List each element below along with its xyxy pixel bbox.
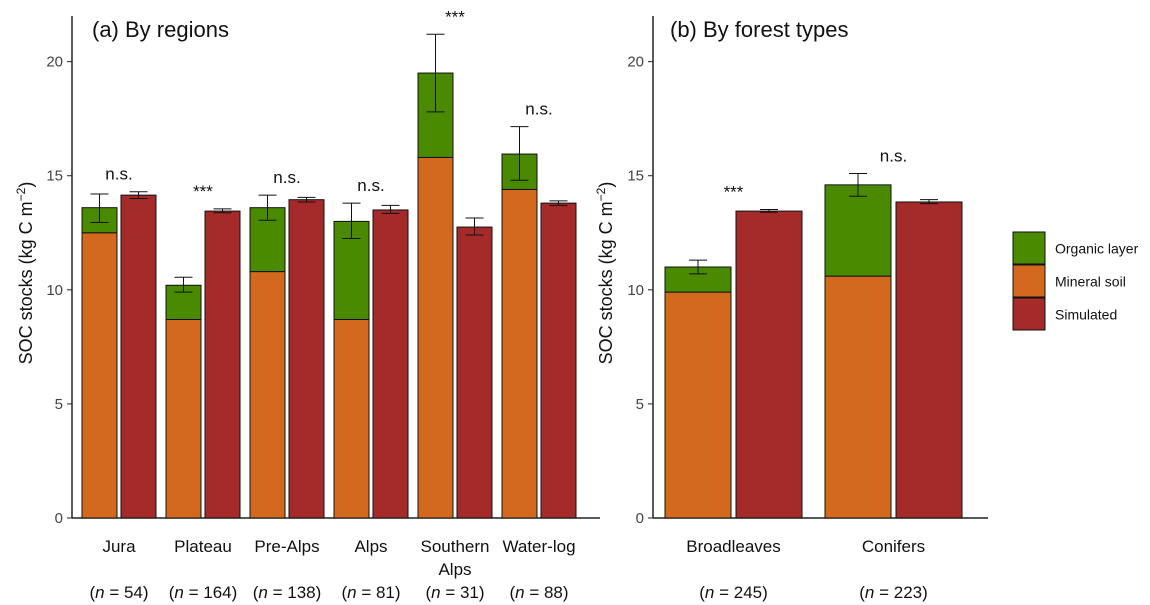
- bar-simulated: [204, 210, 241, 519]
- legend: Organic layer Mineral soil Simulated: [1012, 231, 1139, 331]
- bar-simulated: [540, 202, 577, 519]
- bar-organic-layer: [824, 184, 892, 277]
- category-label-line2: Alps: [438, 560, 471, 579]
- panel-regions: 0 5 10 15 20 (a) By regions SOC stocks (kg C m…: [14, 7, 600, 602]
- significance-label: ***: [193, 182, 213, 201]
- significance-label: n.s.: [357, 176, 384, 195]
- sample-size-label: (n = 223): [859, 583, 928, 602]
- bar-simulated: [120, 194, 157, 519]
- bar-simulated: [895, 201, 963, 519]
- category-label: Pre-Alps: [254, 537, 319, 556]
- bar-simulated: [735, 210, 803, 519]
- y-tick-label: 5: [636, 396, 644, 413]
- panel-forest-types: 0 5 10 15 20 (b) By forest types SOC stocks (k…: [594, 16, 988, 602]
- sample-size-label: (n = 81): [341, 583, 400, 602]
- sample-size-label: (n = 31): [425, 583, 484, 602]
- significance-label: n.s.: [105, 165, 132, 184]
- bar-mineral-soil: [824, 275, 892, 519]
- sample-size-label: (n = 138): [253, 583, 322, 602]
- category-label: Jura: [102, 537, 136, 556]
- bar-mineral-soil: [664, 291, 732, 519]
- legend-swatch-mineral: [1012, 264, 1046, 298]
- significance-label: n.s.: [273, 168, 300, 187]
- significance-label: ***: [724, 182, 744, 201]
- bar-mineral-soil: [417, 156, 454, 519]
- category-label: Plateau: [174, 537, 232, 556]
- significance-label: ***: [445, 7, 465, 26]
- category-label: Conifers: [862, 537, 925, 556]
- legend-swatch-organic: [1012, 231, 1046, 265]
- y-tick-label: 0: [55, 510, 63, 527]
- sample-size-label: (n = 245): [699, 583, 768, 602]
- bar-simulated: [456, 226, 493, 519]
- y-tick-label: 5: [55, 396, 63, 413]
- legend-label: Simulated: [1055, 307, 1117, 323]
- y-tick-label: 20: [627, 54, 644, 71]
- legend-label: Organic layer: [1055, 241, 1139, 257]
- category-label: Southern: [421, 537, 490, 556]
- y-tick-label: 10: [627, 282, 644, 299]
- significance-label: n.s.: [880, 146, 907, 165]
- category-label: Water-log: [502, 537, 575, 556]
- bar-mineral-soil: [81, 232, 118, 519]
- panel-title: (b) By forest types: [670, 17, 849, 42]
- panel-title: (a) By regions: [92, 17, 229, 42]
- bar-mineral-soil: [501, 188, 538, 519]
- category-label: Broadleaves: [686, 537, 781, 556]
- legend-swatch-simulated: [1012, 297, 1046, 331]
- sample-size-label: (n = 88): [509, 583, 568, 602]
- y-tick-label: 20: [46, 54, 63, 71]
- sample-size-label: (n = 164): [169, 583, 238, 602]
- bar-mineral-soil: [333, 318, 370, 519]
- bar-simulated: [288, 199, 325, 519]
- sample-size-label: (n = 54): [89, 583, 148, 602]
- y-axis-title: SOC stocks (kg C m−2): [594, 182, 616, 365]
- category-label: Alps: [354, 537, 387, 556]
- bar-simulated: [372, 209, 409, 519]
- legend-label: Mineral soil: [1055, 274, 1126, 290]
- y-tick-label: 15: [46, 168, 63, 185]
- significance-label: n.s.: [525, 100, 552, 119]
- y-axis-title: SOC stocks (kg C m−2): [14, 182, 36, 365]
- y-tick-label: 10: [46, 282, 63, 299]
- bar-mineral-soil: [249, 271, 286, 519]
- bar-mineral-soil: [165, 318, 202, 519]
- y-tick-label: 15: [627, 168, 644, 185]
- y-tick-label: 0: [636, 510, 644, 527]
- bar-organic-layer: [165, 284, 202, 320]
